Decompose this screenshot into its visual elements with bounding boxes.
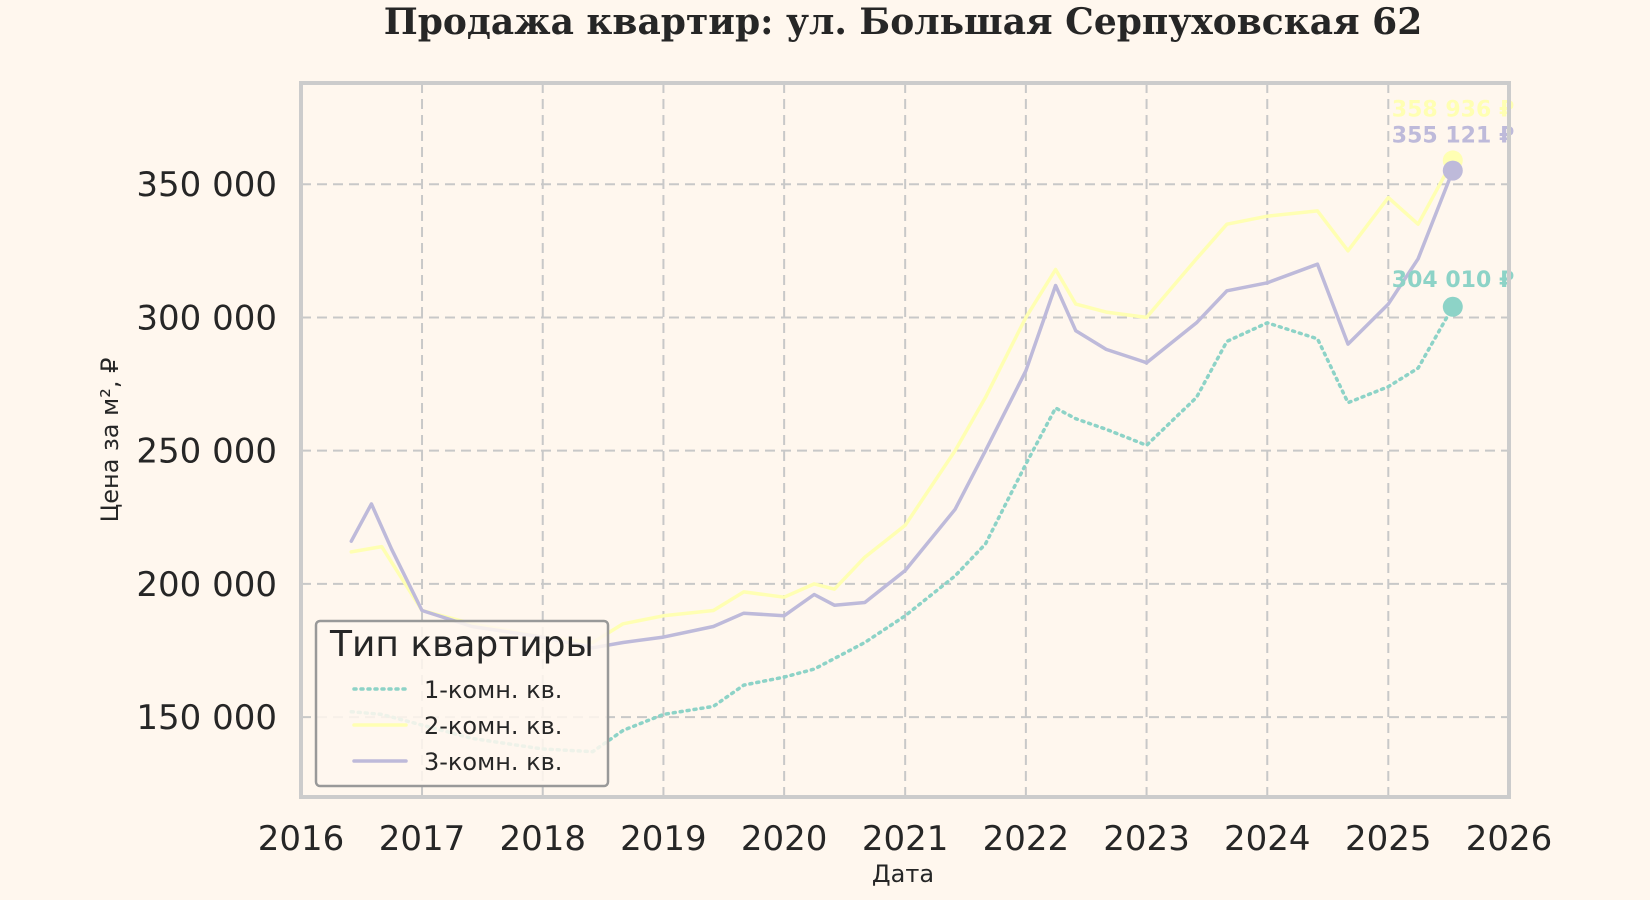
x-tick-label: 2018 (499, 819, 586, 859)
y-tick-label: 350 000 (136, 165, 277, 205)
plot-frame (299, 81, 1511, 799)
series-line-2[interactable] (349, 158, 1455, 645)
x-tick-label: 2020 (741, 819, 828, 859)
legend[interactable]: Тип квартиры 1-комн. кв. 2-комн. кв. 3-ком… (314, 619, 610, 788)
series-end-label-3: 355 121 ₽ (1392, 124, 1514, 149)
y-tick-label: 300 000 (136, 298, 277, 338)
chart-title: Продажа квартир: ул. Большая Серпуховска… (384, 1, 1423, 43)
x-tick-label: 2026 (1466, 819, 1553, 859)
legend-label-1: 1-комн. кв. (424, 676, 562, 704)
x-axis-title: Дата (872, 860, 934, 888)
x-tick-label: 2022 (983, 819, 1070, 859)
series-end-label-1: 304 010 ₽ (1392, 268, 1514, 293)
y-tick-label: 150 000 (136, 698, 277, 738)
legend-label-2: 2-комн. кв. (424, 712, 562, 740)
x-tick-label: 2021 (862, 819, 949, 859)
legend-title: Тип квартиры (329, 624, 594, 665)
x-tick-label: 2017 (379, 819, 466, 859)
series-end-label-2: 358 936 ₽ (1392, 97, 1514, 122)
y-tick-label: 250 000 (136, 432, 277, 472)
legend-box (314, 619, 610, 788)
series-end-marker-3[interactable] (1442, 160, 1463, 181)
x-tick-label: 2016 (258, 819, 345, 859)
x-tick-label: 2019 (620, 819, 707, 859)
endpoint-layer: 304 010 ₽ 358 936 ₽355 121 ₽ (1392, 97, 1514, 317)
legend-label-3: 3-комн. кв. (424, 748, 562, 776)
legend-entries: 1-комн. кв. 2-комн. кв. 3-комн. кв. (352, 676, 562, 776)
x-tick-label: 2024 (1224, 819, 1311, 859)
y-axis-title: Цена за м², ₽ (96, 358, 124, 523)
x-tick-label: 2025 (1345, 819, 1432, 859)
series-line-3[interactable] (349, 168, 1455, 650)
tick-labels: 150 000 200 000 250 000 300 000 350 000 2016 2… (136, 165, 1552, 859)
x-tick-label: 2023 (1103, 819, 1190, 859)
y-tick-label: 200 000 (136, 565, 277, 605)
series-end-marker-1[interactable] (1442, 296, 1463, 317)
